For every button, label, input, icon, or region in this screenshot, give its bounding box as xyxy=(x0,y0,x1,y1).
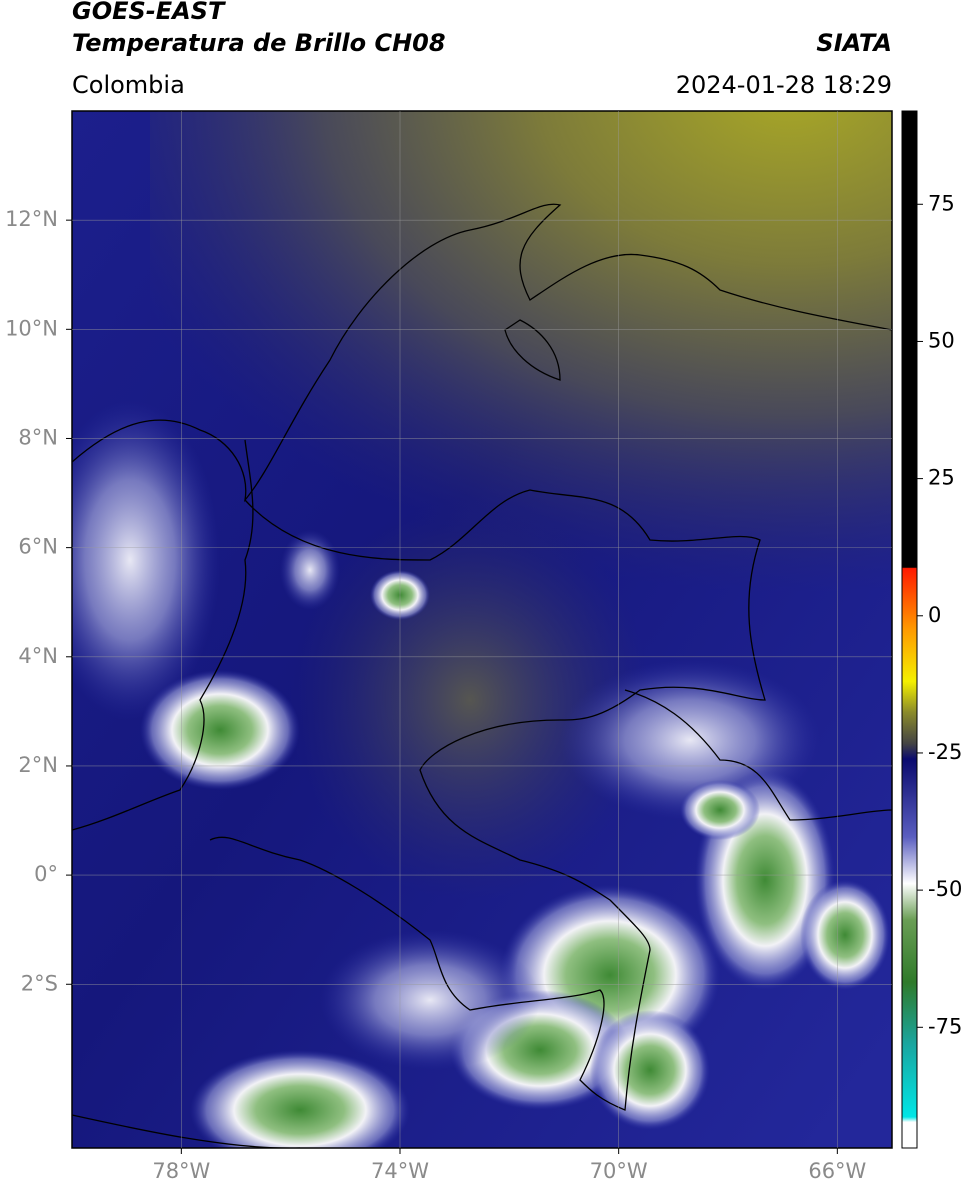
map-frame xyxy=(71,110,893,1149)
y-tick-label: 2°N xyxy=(18,753,58,777)
source: SIATA xyxy=(816,29,892,57)
colorbar-tick-label: -75 xyxy=(928,1014,962,1038)
x-tick-label: 66°W xyxy=(808,1159,866,1183)
y-tick-label: 0° xyxy=(34,862,58,886)
x-tick-label: 78°W xyxy=(152,1159,210,1183)
colorbar xyxy=(901,110,918,1149)
y-tick-label: 2°S xyxy=(21,971,58,995)
y-tick-label: 6°N xyxy=(18,535,58,559)
y-tick-label: 4°N xyxy=(18,644,58,668)
y-tick-label: 8°N xyxy=(18,425,58,449)
colorbar-tick-label: 50 xyxy=(928,328,955,352)
colorbar-tick-label: 25 xyxy=(928,466,955,490)
colorbar-tick-label: -50 xyxy=(928,877,962,901)
colorbar-tick-label: -25 xyxy=(928,740,962,764)
y-tick-label: 12°N xyxy=(5,207,58,231)
region: Colombia xyxy=(72,71,185,99)
y-tick-label: 10°N xyxy=(5,316,58,340)
datetime: 2024-01-28 18:29 xyxy=(676,71,892,99)
colorbar-tick-label: 0 xyxy=(928,603,941,627)
colorbar-tick-label: 75 xyxy=(928,191,955,215)
x-tick-label: 74°W xyxy=(371,1159,429,1183)
x-tick-label: 70°W xyxy=(590,1159,648,1183)
subtitle: Temperatura de Brillo CH08 xyxy=(72,29,446,57)
satellite-image xyxy=(72,111,892,1148)
title: GOES-EAST xyxy=(72,0,226,25)
